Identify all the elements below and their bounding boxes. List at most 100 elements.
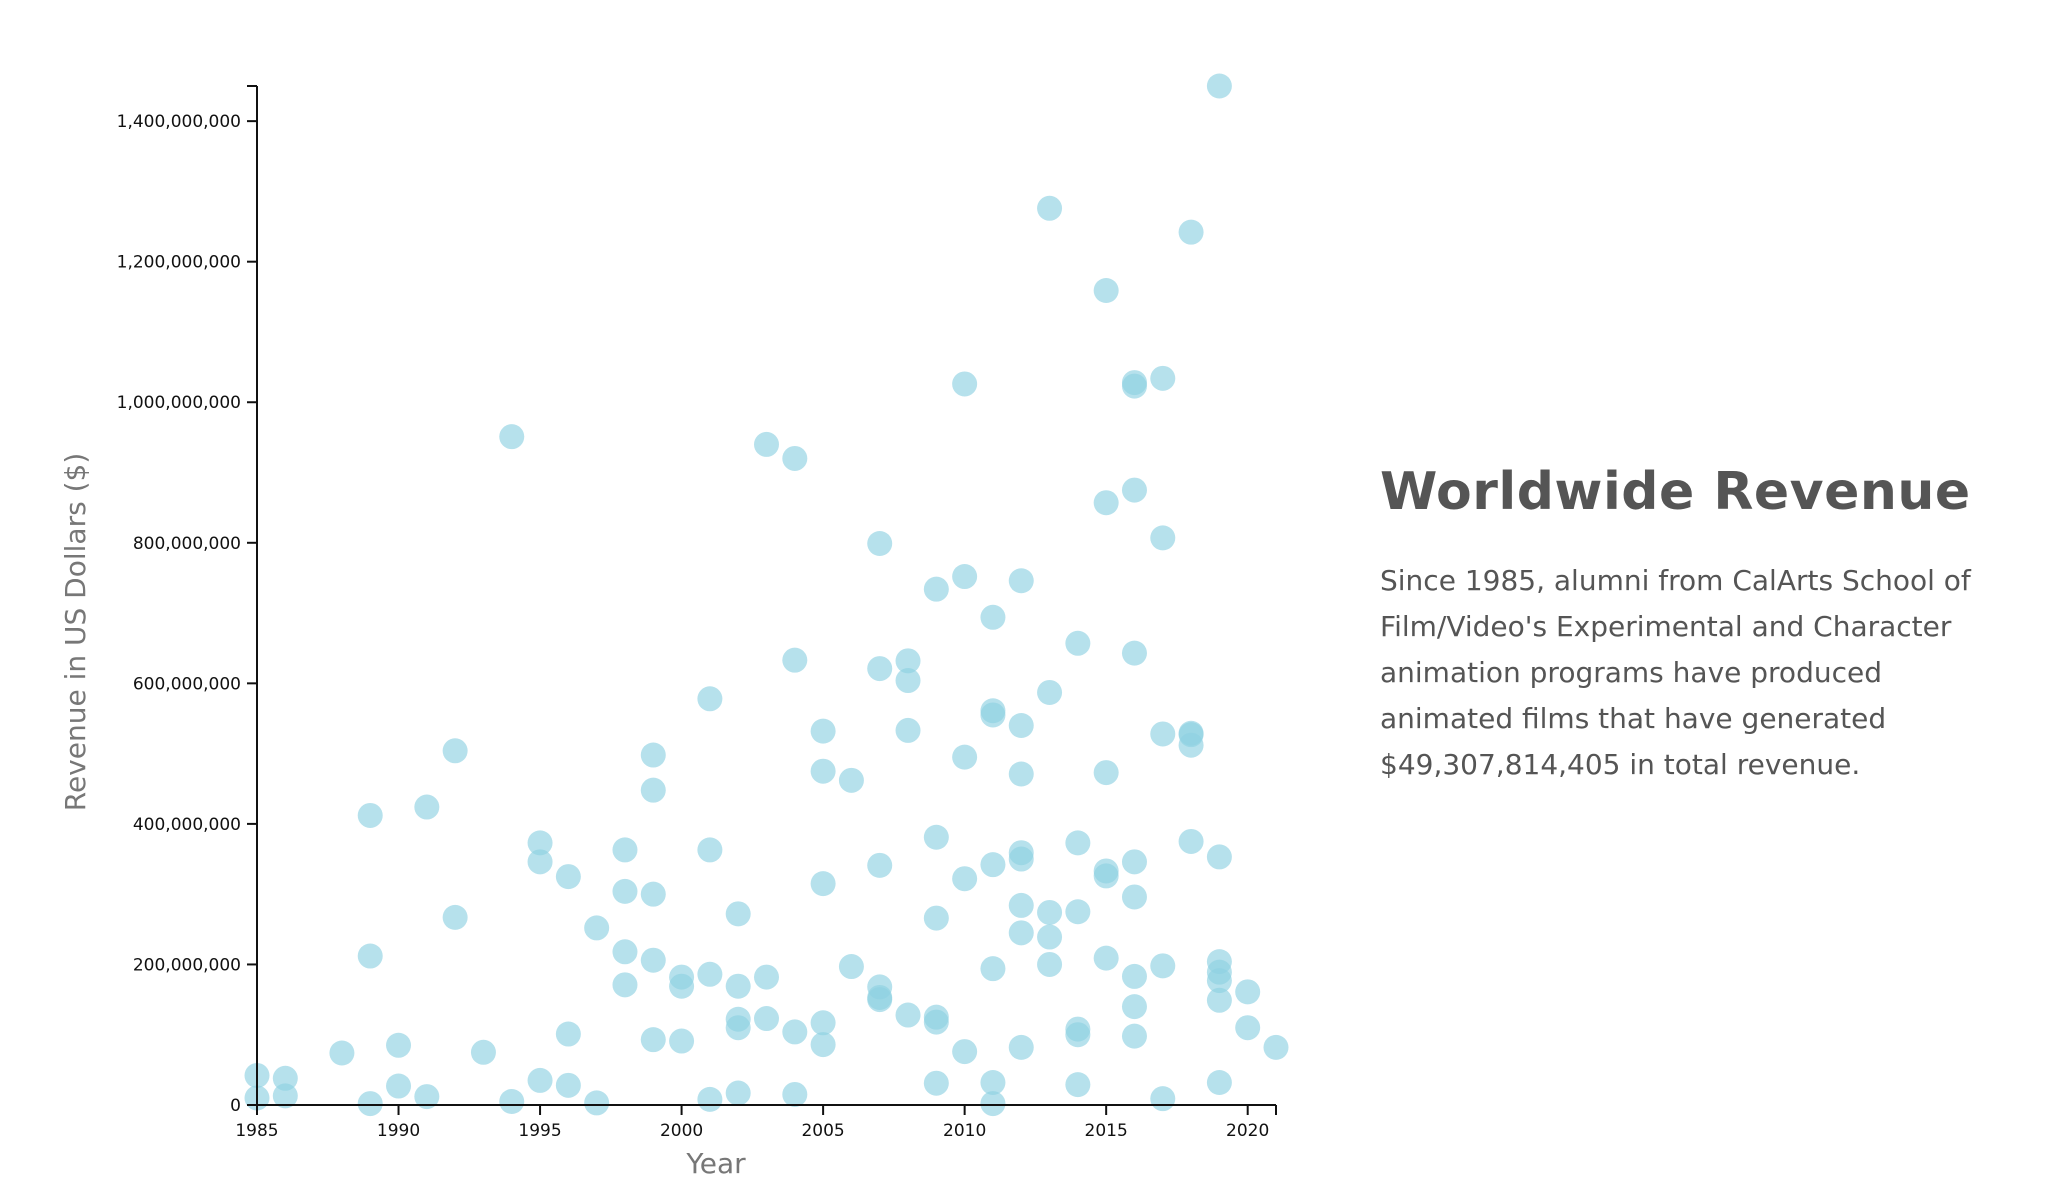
data-point[interactable] [782, 1081, 808, 1107]
data-point[interactable] [527, 1067, 553, 1093]
data-point[interactable] [697, 961, 723, 987]
data-point[interactable] [499, 1088, 525, 1114]
data-point[interactable] [640, 1027, 666, 1053]
data-point[interactable] [527, 830, 553, 856]
data-point[interactable] [1235, 979, 1261, 1005]
data-point[interactable] [640, 777, 666, 803]
data-point[interactable] [1065, 830, 1091, 856]
data-point[interactable] [1150, 1086, 1176, 1112]
data-point[interactable] [782, 647, 808, 673]
data-point[interactable] [612, 837, 638, 863]
data-point[interactable] [952, 866, 978, 892]
data-point[interactable] [952, 564, 978, 590]
data-point[interactable] [1121, 963, 1147, 989]
data-point[interactable] [329, 1040, 355, 1066]
data-point[interactable] [1093, 490, 1119, 516]
data-point[interactable] [1121, 884, 1147, 910]
data-point[interactable] [1178, 828, 1204, 854]
data-point[interactable] [923, 905, 949, 931]
data-point[interactable] [1150, 365, 1176, 391]
data-point[interactable] [810, 718, 836, 744]
data-point[interactable] [923, 1009, 949, 1035]
data-point[interactable] [1065, 630, 1091, 656]
data-point[interactable] [1008, 761, 1034, 787]
data-point[interactable] [1178, 732, 1204, 758]
data-point[interactable] [867, 852, 893, 878]
data-point[interactable] [357, 943, 383, 969]
data-point[interactable] [272, 1065, 298, 1091]
data-point[interactable] [810, 1032, 836, 1058]
data-point[interactable] [1093, 760, 1119, 786]
data-point[interactable] [1206, 968, 1232, 994]
data-point[interactable] [1037, 924, 1063, 950]
data-point[interactable] [386, 1073, 412, 1099]
data-point[interactable] [357, 1091, 383, 1117]
data-point[interactable] [895, 1002, 921, 1028]
data-point[interactable] [1093, 278, 1119, 304]
data-point[interactable] [1121, 1023, 1147, 1049]
data-point[interactable] [1263, 1034, 1289, 1060]
data-point[interactable] [1093, 945, 1119, 971]
data-point[interactable] [414, 794, 440, 820]
data-point[interactable] [669, 1028, 695, 1054]
data-point[interactable] [782, 1019, 808, 1045]
data-point[interactable] [555, 1021, 581, 1047]
data-point[interactable] [669, 973, 695, 999]
data-point[interactable] [272, 1083, 298, 1109]
data-point[interactable] [1065, 899, 1091, 925]
data-point[interactable] [980, 604, 1006, 630]
data-point[interactable] [754, 431, 779, 457]
data-point[interactable] [952, 744, 978, 770]
data-point[interactable] [1008, 846, 1034, 872]
data-point[interactable] [1008, 568, 1034, 594]
data-point[interactable] [1121, 994, 1147, 1020]
data-point[interactable] [923, 576, 949, 602]
data-point[interactable] [1008, 1034, 1034, 1060]
data-point[interactable] [1121, 849, 1147, 875]
data-point[interactable] [867, 987, 893, 1013]
data-point[interactable] [782, 445, 808, 471]
data-point[interactable] [1206, 1070, 1232, 1096]
data-point[interactable] [612, 878, 638, 904]
data-point[interactable] [923, 824, 949, 850]
data-point[interactable] [810, 871, 836, 897]
data-point[interactable] [867, 656, 893, 682]
data-point[interactable] [980, 1070, 1006, 1096]
data-point[interactable] [952, 1039, 978, 1065]
data-point[interactable] [1206, 73, 1232, 99]
data-point[interactable] [952, 371, 978, 397]
data-point[interactable] [1037, 195, 1063, 221]
data-point[interactable] [584, 1090, 610, 1116]
data-point[interactable] [1008, 713, 1034, 739]
data-point[interactable] [725, 1080, 751, 1106]
data-point[interactable] [442, 904, 468, 930]
data-point[interactable] [1065, 1022, 1091, 1048]
data-point[interactable] [499, 424, 525, 450]
data-point[interactable] [725, 901, 751, 927]
data-point[interactable] [754, 964, 779, 990]
data-point[interactable] [1150, 953, 1176, 979]
data-point[interactable] [1235, 1015, 1261, 1041]
data-point[interactable] [414, 1084, 440, 1110]
data-point[interactable] [810, 758, 836, 784]
data-point[interactable] [527, 849, 553, 875]
data-point[interactable] [895, 717, 921, 743]
data-point[interactable] [697, 837, 723, 863]
data-point[interactable] [1150, 721, 1176, 747]
data-point[interactable] [725, 973, 751, 999]
data-point[interactable] [1037, 679, 1063, 705]
data-point[interactable] [640, 742, 666, 768]
data-point[interactable] [555, 1072, 581, 1098]
data-point[interactable] [725, 1015, 751, 1041]
data-point[interactable] [980, 852, 1006, 878]
data-point[interactable] [1150, 525, 1176, 551]
data-point[interactable] [1065, 1072, 1091, 1098]
data-point[interactable] [1206, 987, 1232, 1013]
data-point[interactable] [1206, 844, 1232, 870]
data-point[interactable] [697, 1086, 723, 1112]
data-point[interactable] [1008, 920, 1034, 946]
data-point[interactable] [754, 1006, 779, 1032]
data-point[interactable] [357, 802, 383, 828]
data-point[interactable] [697, 686, 723, 712]
data-point[interactable] [442, 738, 468, 764]
